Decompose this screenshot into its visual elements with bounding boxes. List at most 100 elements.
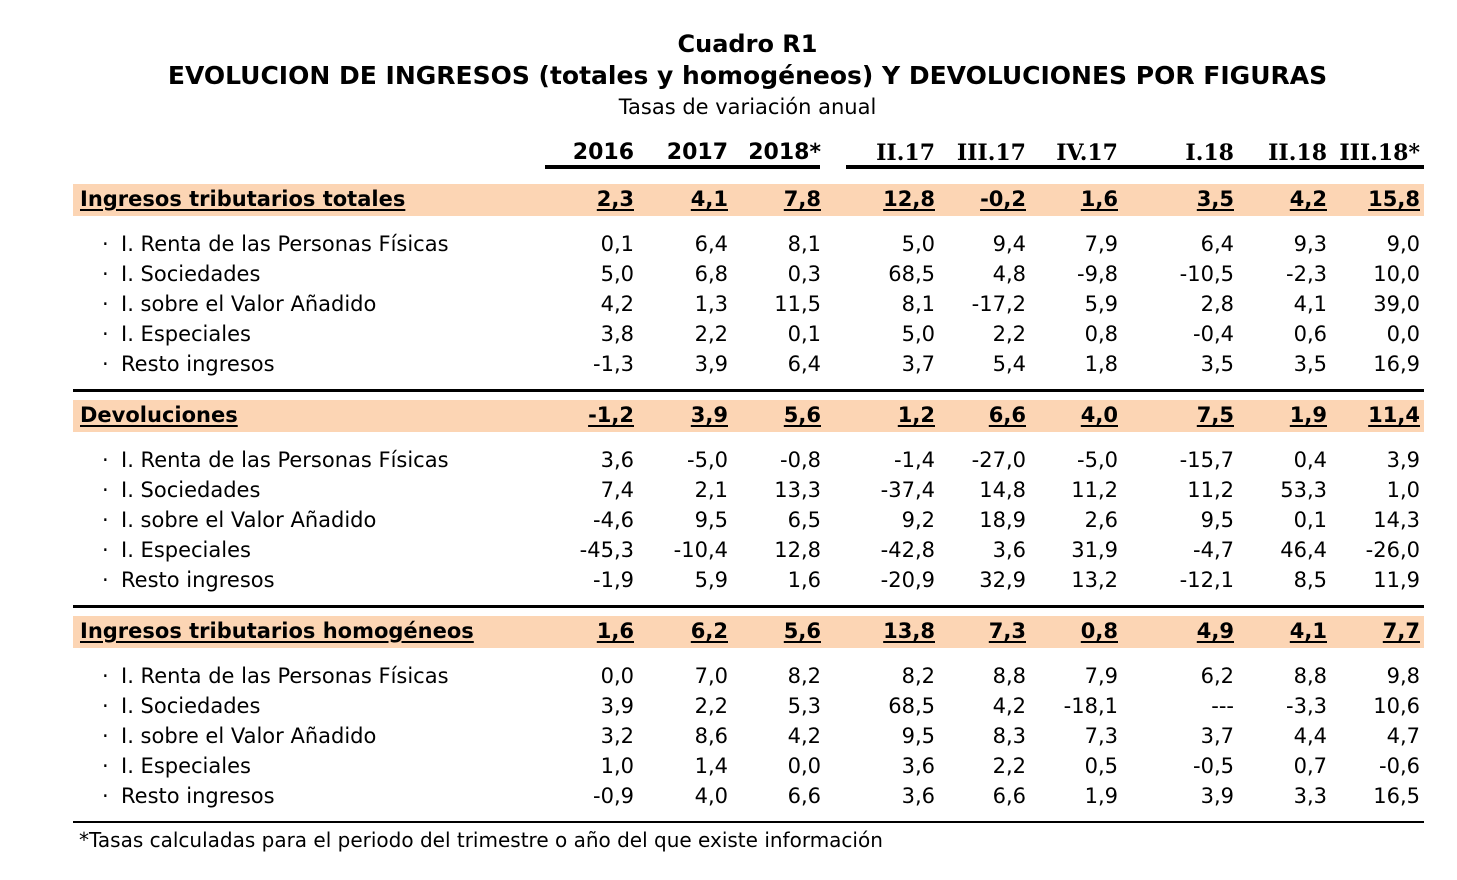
table-cell: -0,6 <box>1379 754 1420 778</box>
row-label: I. Renta de las Personas Físicas <box>121 448 449 472</box>
table-cell: 7,0 <box>694 664 728 688</box>
table-cell: 1,4 <box>694 754 728 778</box>
table-cell: 8,6 <box>694 724 728 748</box>
bottom-rule <box>73 821 1424 823</box>
row-bullet: · <box>102 262 109 286</box>
row-label: Resto ingresos <box>121 352 275 376</box>
row-label: I. Sociedades <box>121 262 261 286</box>
table-cell: 11,5 <box>774 292 821 316</box>
table-cell: 6,4 <box>1200 232 1234 256</box>
table-caption: Tasas de variación anual <box>618 95 877 119</box>
table-cell: 7,9 <box>1084 664 1118 688</box>
row-bullet: · <box>102 784 109 808</box>
table-cell: 3,5 <box>1293 352 1327 376</box>
section-value: 2,3 <box>596 187 634 211</box>
table-cell: 3,5 <box>1200 352 1234 376</box>
table-cell: -4,7 <box>1193 538 1234 562</box>
row-bullet: · <box>102 352 109 376</box>
table-cell: -15,7 <box>1179 448 1234 472</box>
section-value: 7,5 <box>1196 403 1234 427</box>
table-cell: 14,3 <box>1373 508 1420 532</box>
table-cell: 2,2 <box>694 322 728 346</box>
table-cell: -10,5 <box>1179 262 1234 286</box>
section-value: 13,8 <box>883 619 935 643</box>
section-value: 1,9 <box>1289 403 1327 427</box>
table-cell: -1,9 <box>593 568 634 592</box>
row-bullet: · <box>102 232 109 256</box>
table-cell: 2,2 <box>992 754 1026 778</box>
table-cell: -42,8 <box>880 538 935 562</box>
table-cell: 1,0 <box>600 754 634 778</box>
table-cell: 3,9 <box>694 352 728 376</box>
section-label: Ingresos tributarios totales <box>80 187 406 211</box>
section-value: 5,6 <box>783 403 821 427</box>
table-cell: 0,0 <box>600 664 634 688</box>
row-bullet: · <box>102 694 109 718</box>
table-cell: 5,9 <box>1084 292 1118 316</box>
table-cell: 11,9 <box>1373 568 1420 592</box>
table-cell: 3,9 <box>600 694 634 718</box>
table-cell: 4,2 <box>787 724 821 748</box>
table-cell: -10,4 <box>673 538 728 562</box>
section-value: 7,3 <box>988 619 1026 643</box>
section-value: 11,4 <box>1368 403 1420 427</box>
section-band <box>73 616 1424 648</box>
column-header: III.18* <box>1339 140 1420 166</box>
column-header: IV.17 <box>1056 140 1118 166</box>
table-cell: 0,3 <box>787 262 821 286</box>
table-cell: 4,1 <box>1293 292 1327 316</box>
table-cell: 8,2 <box>901 664 935 688</box>
table-cell: 8,8 <box>992 664 1026 688</box>
section-value: 6,6 <box>988 403 1026 427</box>
section-value: 4,1 <box>1289 619 1327 643</box>
table-cell: 4,7 <box>1386 724 1420 748</box>
table-cell: -4,6 <box>593 508 634 532</box>
table-cell: -5,0 <box>687 448 728 472</box>
table-cell: -20,9 <box>880 568 935 592</box>
table-cell: -9,8 <box>1077 262 1118 286</box>
table-cell: -26,0 <box>1365 538 1420 562</box>
table-cell: -0,9 <box>593 784 634 808</box>
table-cell: 9,4 <box>992 232 1026 256</box>
column-header: III.17 <box>956 140 1026 166</box>
section-band <box>73 184 1424 216</box>
table-cell: 5,4 <box>992 352 1026 376</box>
table-cell: 13,3 <box>774 478 821 502</box>
row-label: I. Renta de las Personas Físicas <box>121 664 449 688</box>
table-cell: 6,4 <box>694 232 728 256</box>
table-cell: 16,5 <box>1373 784 1420 808</box>
row-bullet: · <box>102 508 109 532</box>
row-bullet: · <box>102 292 109 316</box>
table-cell: 6,8 <box>694 262 728 286</box>
table-cell: -27,0 <box>971 448 1026 472</box>
table-cell: 3,6 <box>992 538 1026 562</box>
table-cell: 3,7 <box>901 352 935 376</box>
table-cell: 39,0 <box>1373 292 1420 316</box>
table-cell: 2,1 <box>694 478 728 502</box>
table-cell: 8,5 <box>1293 568 1327 592</box>
column-header: II.18 <box>1268 140 1327 166</box>
table-cell: 6,4 <box>787 352 821 376</box>
table-cell: 6,2 <box>1200 664 1234 688</box>
row-bullet: · <box>102 538 109 562</box>
table-cell: 1,6 <box>787 568 821 592</box>
table-cell: 7,3 <box>1084 724 1118 748</box>
table-cell: 9,5 <box>901 724 935 748</box>
table-cell: 2,8 <box>1200 292 1234 316</box>
table-cell: 5,9 <box>694 568 728 592</box>
table-cell: 14,8 <box>979 478 1026 502</box>
section-value: 6,2 <box>690 619 728 643</box>
section-value: 3,5 <box>1196 187 1234 211</box>
table-cell: 8,8 <box>1293 664 1327 688</box>
table-cell: 3,6 <box>600 448 634 472</box>
section-value: 7,7 <box>1382 619 1420 643</box>
section-value: -1,2 <box>588 403 634 427</box>
table-cell: 4,2 <box>600 292 634 316</box>
table-cell: -12,1 <box>1179 568 1234 592</box>
section-value: 15,8 <box>1368 187 1420 211</box>
table-cell: 12,8 <box>774 538 821 562</box>
table-cell: 68,5 <box>888 694 935 718</box>
section-rule <box>73 605 1424 608</box>
table-cell: 0,6 <box>1293 322 1327 346</box>
table-cell: -3,3 <box>1286 694 1327 718</box>
